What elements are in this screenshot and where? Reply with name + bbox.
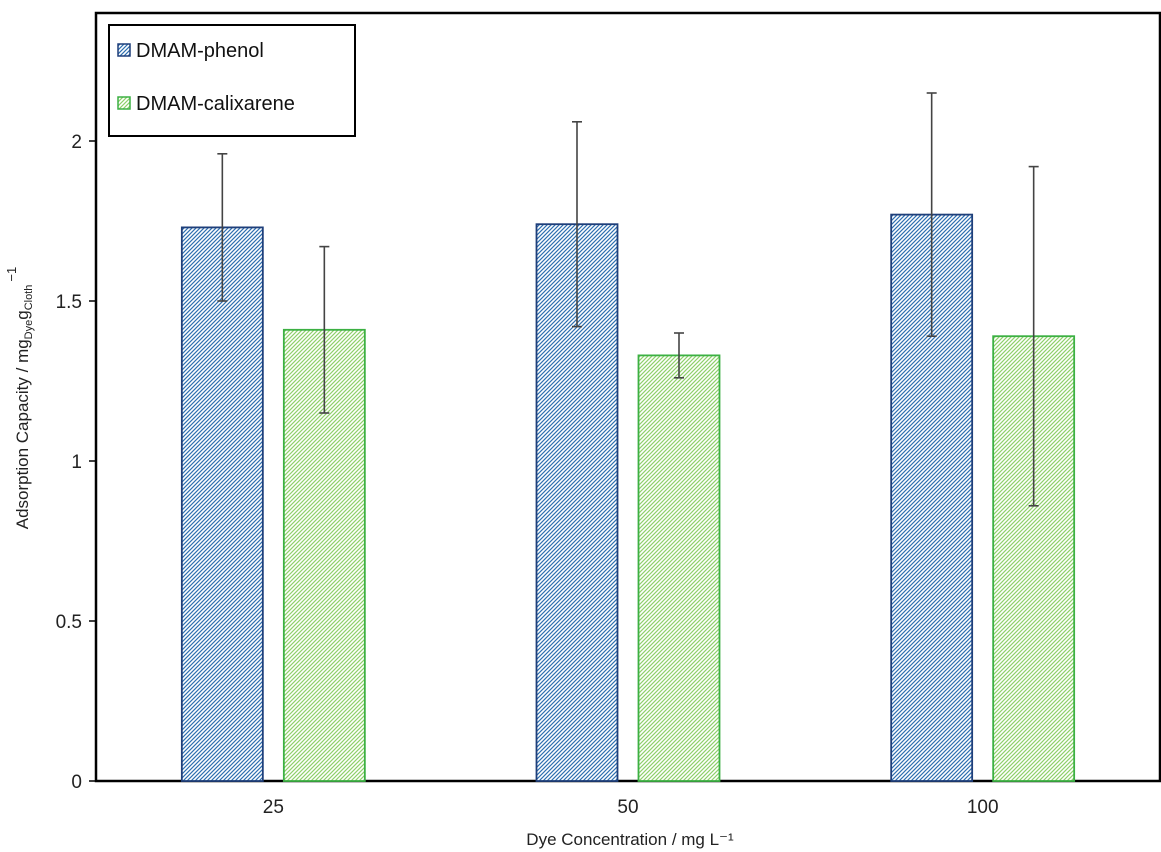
y-tick-label: 1.5: [56, 292, 82, 313]
legend-swatch-dmam-phenol: [118, 44, 130, 56]
y-axis-title-sub-cloth: Cloth: [23, 285, 35, 311]
legend-swatch-dmam-calixarene: [118, 97, 130, 109]
x-axis-ticks: 25 50 100: [263, 797, 999, 818]
legend-label-dmam-phenol: DMAM-phenol: [136, 40, 264, 62]
legend: DMAM-phenol DMAM-calixarene: [109, 25, 355, 136]
y-axis-title-g: g: [13, 310, 32, 319]
legend-label-dmam-calixarene: DMAM-calixarene: [136, 93, 295, 115]
y-tick-label: 1: [71, 452, 82, 473]
x-tick-label: 25: [263, 797, 284, 818]
y-tick-label: 0.5: [56, 612, 82, 633]
x-tick-label: 50: [617, 797, 638, 818]
bar-dmam-phenol-25: [182, 227, 263, 781]
x-tick-label: 100: [967, 797, 999, 818]
x-axis-title: Dye Concentration / mg L⁻¹: [526, 830, 734, 849]
y-tick-label: 2: [71, 132, 82, 153]
y-tick-label: 0: [71, 772, 82, 793]
bars-group: [182, 215, 1074, 781]
y-axis-title: Adsorption Capacity / mgDyegCloth −1: [4, 267, 35, 529]
y-axis-title-sub-dye: Dye: [23, 320, 35, 340]
bar-dmam-calixarene-50: [639, 355, 720, 781]
y-axis-title-sup: −1: [4, 267, 19, 282]
y-axis-ticks: 0 0.5 1 1.5 2: [56, 132, 96, 793]
y-axis-title-main: Adsorption Capacity / mg: [13, 339, 32, 529]
